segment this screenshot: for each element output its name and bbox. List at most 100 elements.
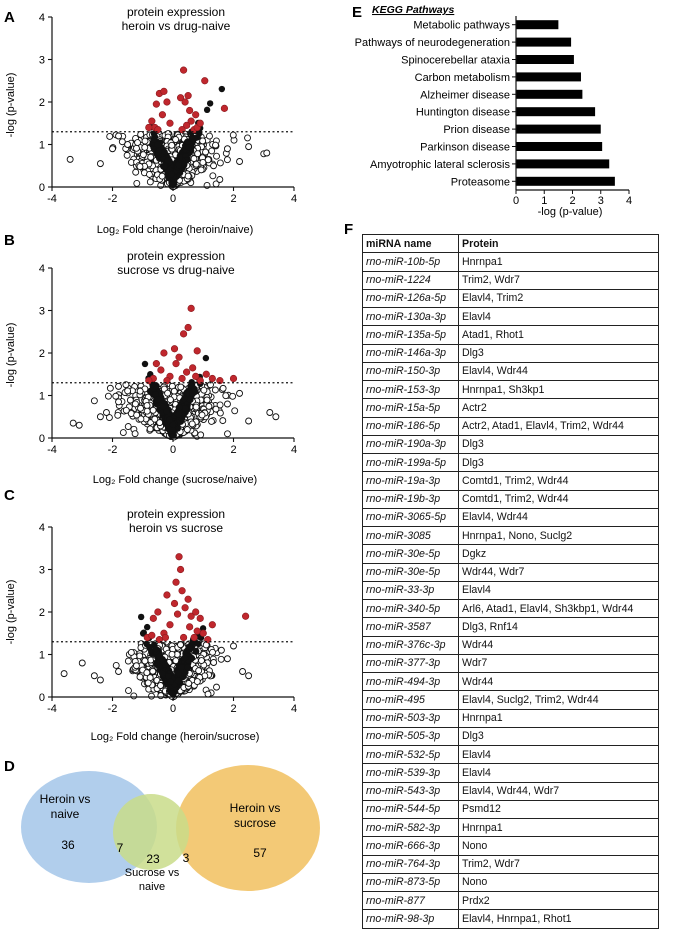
- venn-count: 23: [146, 852, 160, 866]
- significant-point: [192, 372, 200, 380]
- nonsignificant-point: [131, 400, 139, 408]
- venn-count: 7: [117, 841, 124, 855]
- venn-set-label: Heroin vs: [230, 801, 281, 815]
- nonsignificant-point: [223, 400, 231, 408]
- column-header-mirna: miRNA name: [362, 233, 459, 254]
- nonsignificant-point: [219, 417, 227, 425]
- significant-point: [208, 374, 216, 383]
- nonsignificant-point: [147, 153, 155, 161]
- protein-cell: Atad1, Rhot1: [458, 325, 659, 345]
- nonsignificant-point: [143, 407, 151, 415]
- x-tick-label: 0: [170, 444, 176, 456]
- bar: [516, 20, 559, 30]
- plot-title-line1: protein expression: [127, 507, 225, 521]
- y-tick-label: 2: [39, 607, 45, 619]
- y-tick-label: 1: [39, 650, 45, 662]
- nonsignificant-point: [166, 396, 174, 404]
- nonsignificant-point: [168, 170, 175, 178]
- protein-cell: Trim2, Wdr7: [458, 270, 659, 290]
- significant-point: [163, 98, 171, 106]
- nonsignificant-point: [202, 354, 210, 362]
- table-row: rno-miR-153-3p Hnrnpa1, Sh3kp1: [362, 379, 659, 400]
- mirna-name-cell: rno-miR-503-3p: [362, 708, 459, 728]
- mirna-name-cell: rno-miR-19b-3p: [362, 489, 459, 509]
- mirna-name-cell: rno-miR-126a-5p: [362, 288, 459, 309]
- nonsignificant-point: [156, 419, 164, 427]
- venn-set-label: Sucrose vs: [125, 867, 180, 879]
- significant-point: [184, 92, 192, 100]
- nonsignificant-point: [152, 391, 159, 398]
- nonsignificant-point: [115, 668, 123, 675]
- nonsignificant-point: [66, 155, 74, 163]
- nonsignificant-point: [177, 383, 185, 391]
- protein-cell: Wdr44: [458, 635, 659, 655]
- protein-cell: Elavl4, Suclg2, Trim2, Wdr44: [458, 690, 659, 710]
- plot-area-A: 0 1 2 3 4 -4 -2 0 2 4: [39, 12, 297, 205]
- nonsignificant-point: [78, 659, 86, 667]
- mirna-protein-table: miRNA name Protein rno-miR-10b-5p Hnrnpa1…: [362, 233, 659, 929]
- y-tick-label: 2: [39, 348, 45, 360]
- nonsignificant-point: [213, 683, 220, 691]
- protein-cell: Actr2: [458, 398, 659, 418]
- venn-set-label: Heroin vs: [40, 792, 91, 806]
- protein-cell: Comtd1, Trim2, Wdr44: [458, 471, 659, 491]
- significant-point: [158, 111, 167, 119]
- nonsignificant-point: [216, 409, 224, 417]
- nonsignificant-point: [229, 392, 237, 400]
- mirna-name-cell: rno-miR-30e-5p: [362, 562, 459, 582]
- significant-point: [186, 623, 194, 631]
- x-tick-label: 2: [569, 195, 575, 207]
- x-tick-label: -4: [47, 444, 57, 456]
- y-tick-label: 1: [39, 140, 45, 152]
- significant-point: [187, 304, 195, 312]
- nonsignificant-point: [109, 145, 116, 153]
- x-tick-label: 3: [598, 195, 604, 207]
- table-row: rno-miR-3065-5p Elavl4, Wdr44: [362, 507, 659, 528]
- nonsignificant-point: [175, 669, 182, 677]
- venn-circle-heroin-sucrose: [176, 765, 320, 891]
- nonsignificant-point: [231, 407, 239, 415]
- panel-label-C: C: [4, 487, 15, 504]
- plot-title-line2: sucrose vs drug-naive: [117, 263, 235, 277]
- significant-point: [157, 366, 165, 374]
- table-row: rno-miR-135a-5p Atad1, Rhot1: [362, 325, 659, 345]
- x-tick-label: 1: [541, 195, 547, 207]
- significant-point: [199, 629, 207, 637]
- significant-point: [172, 578, 180, 586]
- nonsignificant-point: [131, 430, 139, 438]
- nonsignificant-point: [141, 143, 149, 151]
- nonsignificant-point: [124, 387, 132, 395]
- protein-cell: Hnrnpa1, Nono, Suclg2: [458, 525, 659, 546]
- panel-label-F: F: [344, 221, 353, 238]
- significant-point: [220, 104, 229, 112]
- table-row: rno-miR-130a-3p Elavl4: [362, 306, 659, 327]
- nonsignificant-point: [137, 404, 144, 412]
- nonsignificant-point: [96, 676, 104, 684]
- nonsignificant-point: [213, 152, 220, 160]
- plot-area-C: 0 1 2 3 4 -4 -2 0 2 4: [39, 522, 297, 715]
- table-row: rno-miR-543-3p Elavl4, Wdr44, Wdr7: [362, 781, 659, 801]
- nonsignificant-point: [188, 655, 195, 662]
- volcano-plot-B: B protein expression sucrose vs drug-nai…: [4, 232, 297, 486]
- significant-point: [229, 374, 238, 383]
- mirna-name-cell: rno-miR-130a-3p: [362, 306, 459, 327]
- significant-point: [190, 633, 198, 642]
- figure-canvas: A protein expression heroin vs drug-naiv…: [4, 4, 632, 893]
- nonsignificant-point: [150, 136, 157, 143]
- nonsignificant-point: [236, 389, 244, 397]
- venn-set-label: sucrose: [234, 816, 276, 830]
- nonsignificant-point: [203, 106, 211, 114]
- nonsignificant-point: [104, 392, 112, 400]
- protein-cell: Dlg3: [458, 434, 659, 455]
- table-row: rno-miR-503-3p Hnrnpa1: [362, 708, 659, 728]
- nonsignificant-point: [263, 149, 271, 157]
- venn-count: 57: [253, 846, 267, 860]
- protein-cell: Dlg3: [458, 726, 659, 747]
- nonsignificant-point: [106, 384, 114, 392]
- nonsignificant-point: [167, 678, 174, 686]
- nonsignificant-point: [208, 417, 215, 425]
- nonsignificant-point: [143, 402, 151, 409]
- nonsignificant-point: [176, 154, 183, 161]
- table-row: rno-miR-582-3p Hnrnpa1: [362, 817, 659, 838]
- x-tick-label: 2: [230, 193, 236, 205]
